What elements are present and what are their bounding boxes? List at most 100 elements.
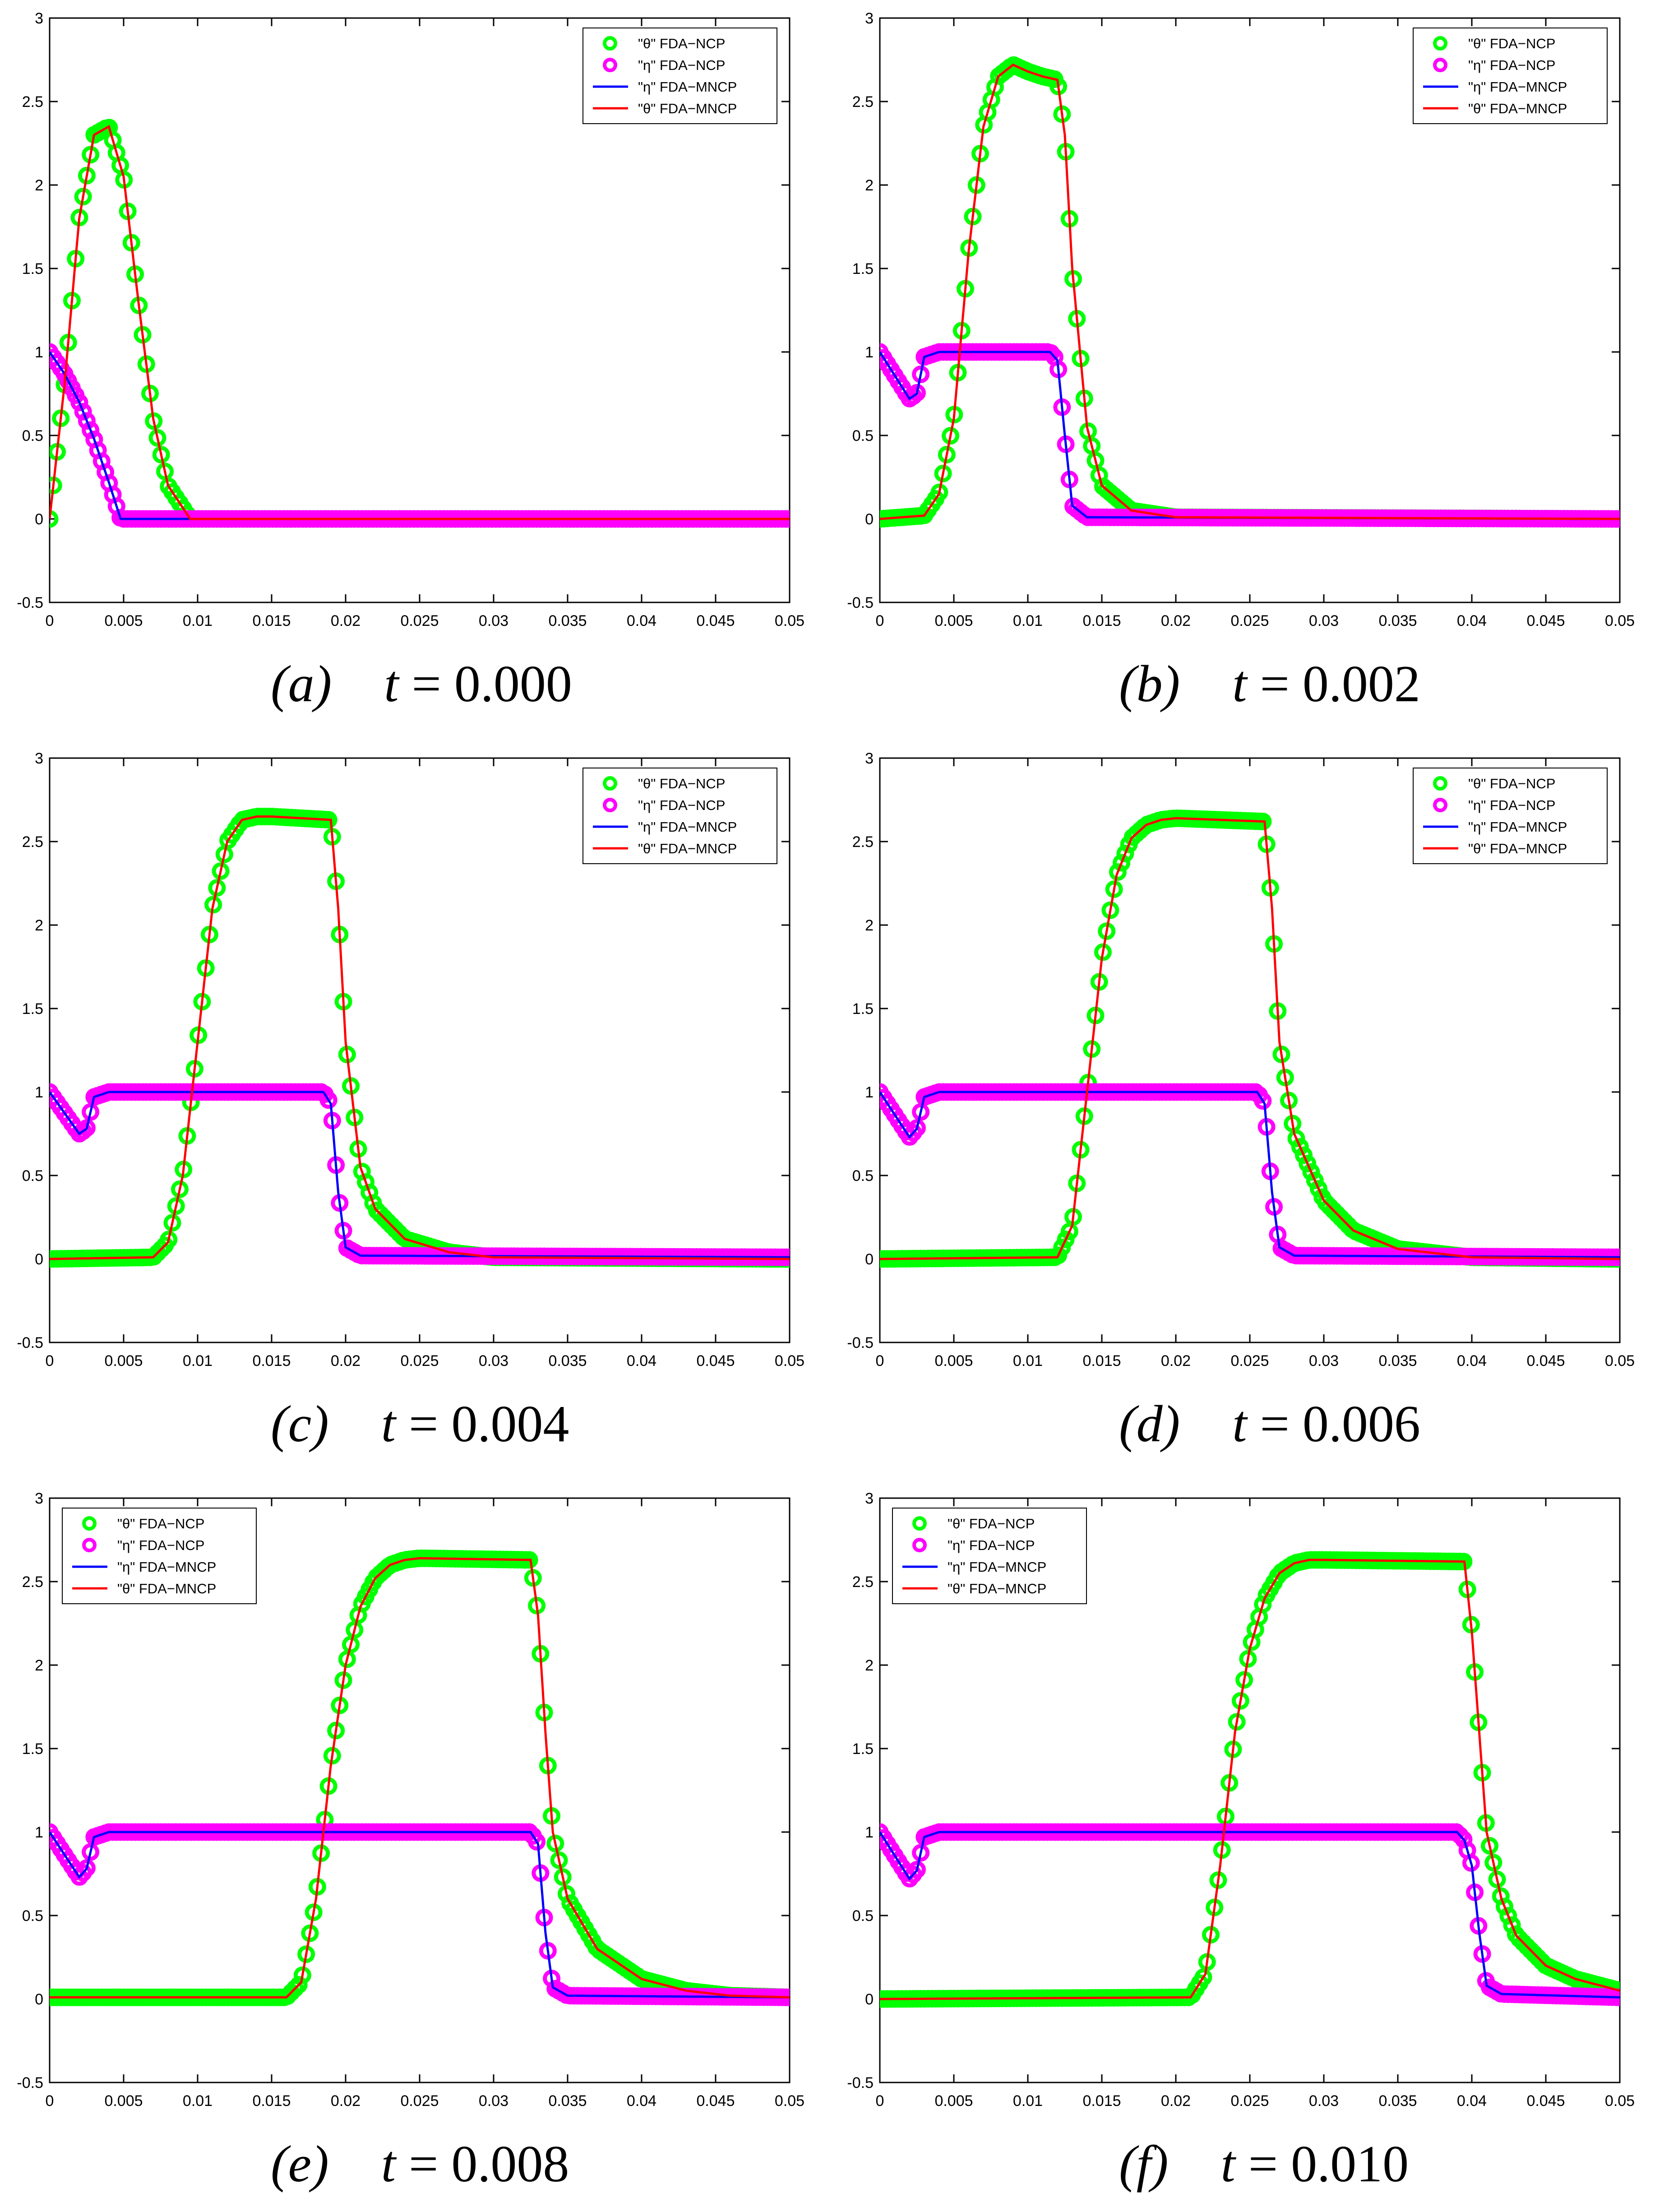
eta-ncp-point — [908, 1119, 926, 1137]
theta-ncp-point — [1101, 901, 1119, 919]
legend-marker — [82, 1538, 97, 1552]
series-eta-mncp-line — [50, 1831, 790, 1999]
theta-ncp-point — [82, 146, 100, 164]
x-tick-label: 0.05 — [775, 612, 804, 629]
eta-ncp-point — [908, 1860, 926, 1879]
y-tick-label: 2.5 — [22, 833, 43, 851]
x-tick-label: 0.02 — [331, 2092, 361, 2110]
legend-marker — [912, 1538, 927, 1552]
x-tick-label: 0.04 — [1457, 2092, 1487, 2110]
legend-marker — [82, 1516, 97, 1531]
panel-label: (d) — [1119, 1395, 1180, 1453]
y-tick-label: 3 — [865, 10, 874, 27]
theta-ncp-point — [938, 445, 956, 463]
legend-label: "θ" FDA−NCP — [948, 1516, 1035, 1532]
panel-caption-e: (e) t = 0.008 — [271, 2134, 569, 2194]
y-tick-label: 0 — [35, 1251, 43, 1268]
legend-marker — [1433, 798, 1447, 812]
theta-ncp-point — [167, 1197, 185, 1215]
theta-ncp-point — [301, 1924, 319, 1942]
eta-ncp-point — [1254, 1092, 1272, 1110]
x-tick-label: 0 — [46, 2092, 54, 2110]
theta-ncp-point — [1484, 1854, 1502, 1872]
x-tick-label: 0.04 — [1457, 1352, 1487, 1370]
series-eta-mncp-line — [880, 1831, 1620, 1999]
y-tick-label: -0.5 — [17, 1334, 43, 1351]
theta-ncp-point — [1194, 1968, 1212, 1986]
eta-ncp-point — [908, 384, 926, 402]
y-tick-label: -0.5 — [17, 2074, 43, 2092]
y-tick-label: 2.5 — [852, 1573, 874, 1591]
series-theta-mncp-line — [880, 817, 1620, 1260]
chart-panel-f: 0 0.005 0.01 0.015 0.02 0.025 0.03 0.035 0.04 0.0… — [847, 1490, 1635, 2110]
y-tick-label: 1.5 — [852, 1740, 874, 1758]
x-tick-label: 0 — [46, 612, 54, 629]
theta-ncp-point — [78, 167, 96, 185]
series-theta-ncp — [50, 808, 790, 1268]
theta-ncp-point — [1291, 1138, 1309, 1156]
theta-ncp-point — [148, 429, 166, 447]
y-tick-label: 1 — [865, 344, 874, 361]
series-eta-mncp-line — [50, 351, 790, 520]
x-tick-label: 0.04 — [1457, 612, 1487, 629]
legend-label: "θ" FDA−MNCP — [638, 841, 737, 856]
equals-sign: = — [1235, 2135, 1291, 2193]
y-tick-label: 0 — [865, 1991, 874, 2008]
time-variable: t — [1232, 655, 1247, 713]
panel-caption-c: (c) t = 0.004 — [271, 1394, 569, 1454]
theta-ncp-point — [1302, 1163, 1320, 1181]
panel-label: (c) — [271, 1395, 329, 1453]
x-tick-label: 0.005 — [934, 2092, 973, 2110]
x-tick-label: 0.005 — [934, 612, 973, 629]
theta-ncp-point — [1105, 880, 1123, 898]
x-tick-label: 0.035 — [1378, 1352, 1417, 1370]
legend-label: "η" FDA−MNCP — [638, 79, 737, 95]
x-tick-label: 0.025 — [400, 2092, 439, 2110]
x-tick-label: 0.05 — [1605, 1352, 1635, 1370]
eta-ncp-point — [528, 1833, 546, 1851]
chart-panel-c: 0 0.005 0.01 0.015 0.02 0.025 0.03 0.035 0.04 0.0… — [17, 750, 804, 1370]
chart-panel-e: 0 0.005 0.01 0.015 0.02 0.025 0.03 0.035 0.04 0.0… — [17, 1490, 804, 2110]
x-tick-label: 0.025 — [1230, 1352, 1269, 1370]
legend: "θ" FDA−NCP "η" FDA−NCP "η" FDA−MNCP "θ" FD… — [892, 1508, 1087, 1604]
x-tick-label: 0.05 — [775, 1352, 804, 1370]
x-tick-label: 0.045 — [1526, 2092, 1565, 2110]
legend-marker — [603, 58, 617, 72]
theta-ncp-point — [1294, 1146, 1313, 1164]
y-tick-label: 3 — [35, 10, 43, 27]
theta-ncp-point — [160, 1231, 178, 1249]
eta-ncp-point — [319, 1091, 337, 1109]
eta-ncp-point — [82, 1843, 100, 1861]
theta-ncp-point — [293, 1966, 311, 1984]
x-tick-label: 0.015 — [252, 1352, 291, 1370]
y-tick-label: 1 — [865, 1084, 874, 1101]
y-tick-label: 0.5 — [852, 1907, 874, 1925]
chart-panel-d: 0 0.005 0.01 0.015 0.02 0.025 0.03 0.035 0.04 0.0… — [847, 750, 1635, 1370]
legend: "θ" FDA−NCP "η" FDA−NCP "η" FDA−MNCP "θ" FD… — [582, 768, 777, 864]
theta-ncp-point — [934, 464, 952, 482]
legend-marker — [603, 798, 617, 812]
theta-ncp-point — [1235, 1671, 1253, 1689]
time-variable: t — [1220, 2135, 1235, 2193]
series-theta-ncp — [880, 809, 1620, 1268]
y-tick-label: 1 — [35, 1084, 43, 1101]
y-tick-label: -0.5 — [847, 2074, 874, 2092]
y-tick-label: 0.5 — [852, 1167, 874, 1185]
y-tick-label: -0.5 — [847, 1334, 874, 1351]
x-tick-label: 0.015 — [1082, 612, 1121, 629]
series-eta-ncp — [880, 343, 1620, 528]
legend-label: "η" FDA−MNCP — [1468, 819, 1567, 835]
x-tick-label: 0.04 — [627, 612, 656, 629]
x-tick-label: 0.02 — [331, 1352, 361, 1370]
plot-area — [50, 1549, 790, 2006]
x-tick-label: 0.04 — [627, 1352, 656, 1370]
legend-label: "θ" FDA−MNCP — [1468, 101, 1567, 116]
plot-area — [880, 56, 1620, 528]
panel-caption-b: (b) t = 0.002 — [1119, 654, 1420, 714]
panel-label: (f) — [1119, 2135, 1169, 2193]
legend-label: "η" FDA−MNCP — [638, 819, 737, 835]
x-tick-label: 0.025 — [400, 612, 439, 629]
y-tick-label: 0 — [865, 511, 874, 528]
x-tick-label: 0.01 — [183, 2092, 213, 2110]
y-tick-label: 2 — [35, 1657, 43, 1674]
